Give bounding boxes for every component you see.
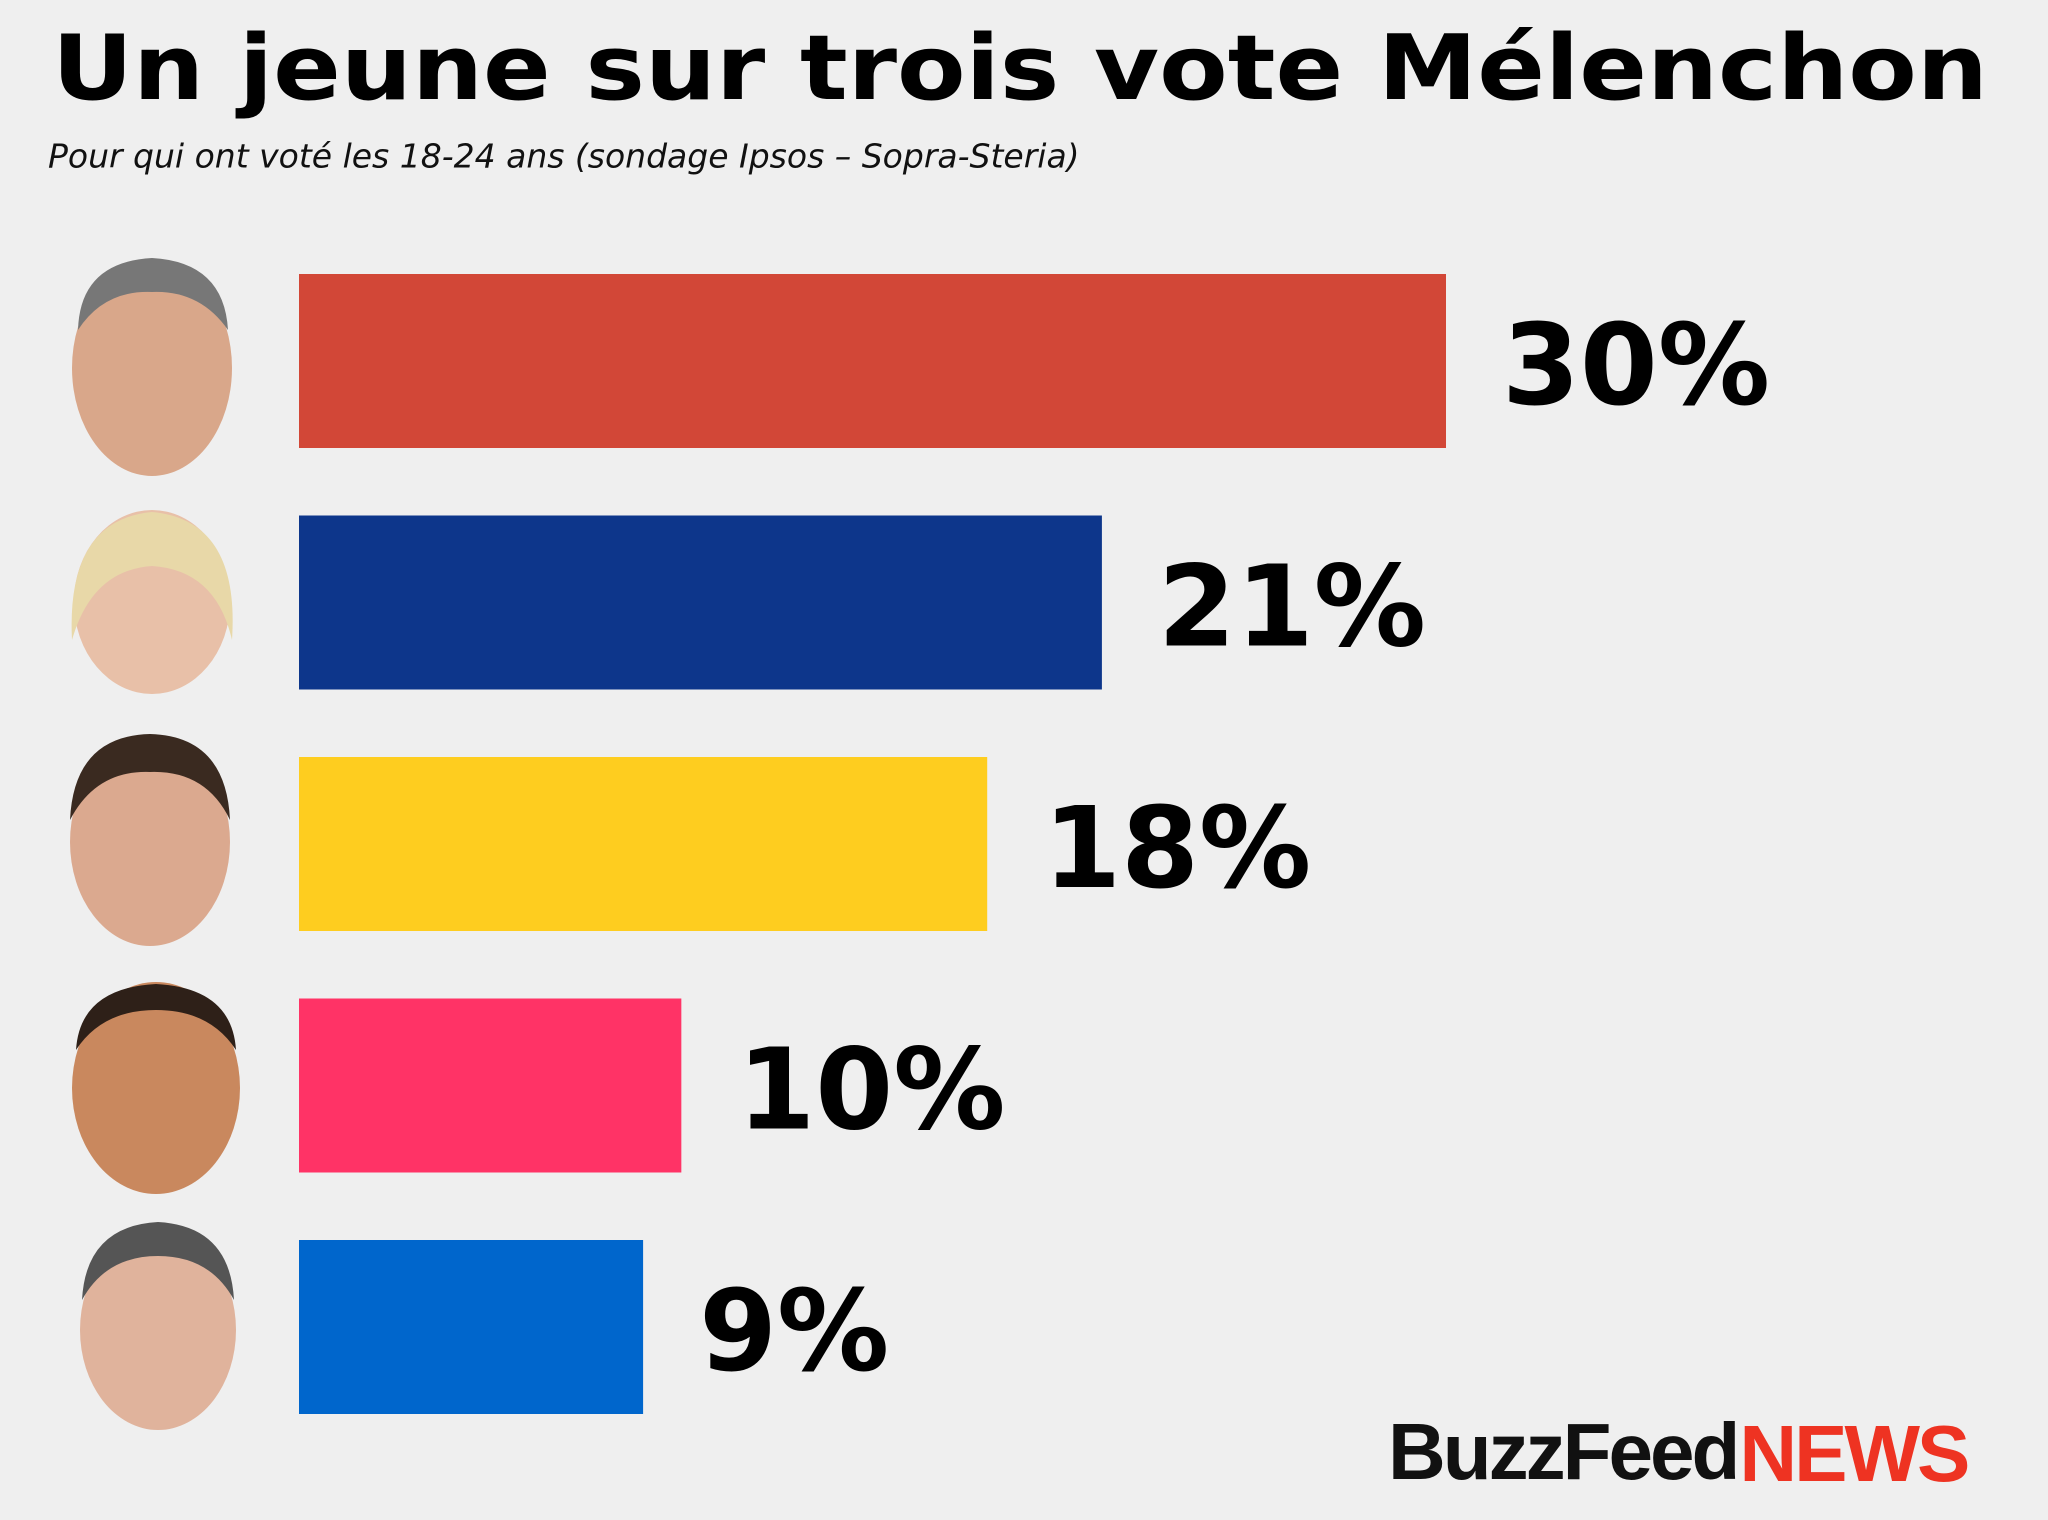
value-label: 30% [1502,301,1770,431]
bar [299,515,1102,690]
value-label: 21% [1158,542,1426,672]
value-label: 18% [1043,784,1311,914]
portrait [72,258,232,476]
bar [299,757,988,931]
portrait [72,982,240,1194]
portrait [71,510,233,694]
logo-suffix: NEWS [1739,1409,1968,1498]
chart-subtitle: Pour qui ont voté les 18-24 ans (sondage… [48,137,1080,176]
bar [299,998,682,1173]
chart-title: Un jeune sur trois vote Mélenchon [52,16,1988,121]
bar [299,1240,644,1414]
portraits [70,258,240,1430]
logo-brand: BuzzFeed [1388,1407,1737,1496]
value-label: 10% [737,1025,1005,1155]
value-label: 9% [699,1267,889,1397]
portrait [70,734,230,946]
portrait [80,1222,236,1430]
bar [299,274,1446,448]
